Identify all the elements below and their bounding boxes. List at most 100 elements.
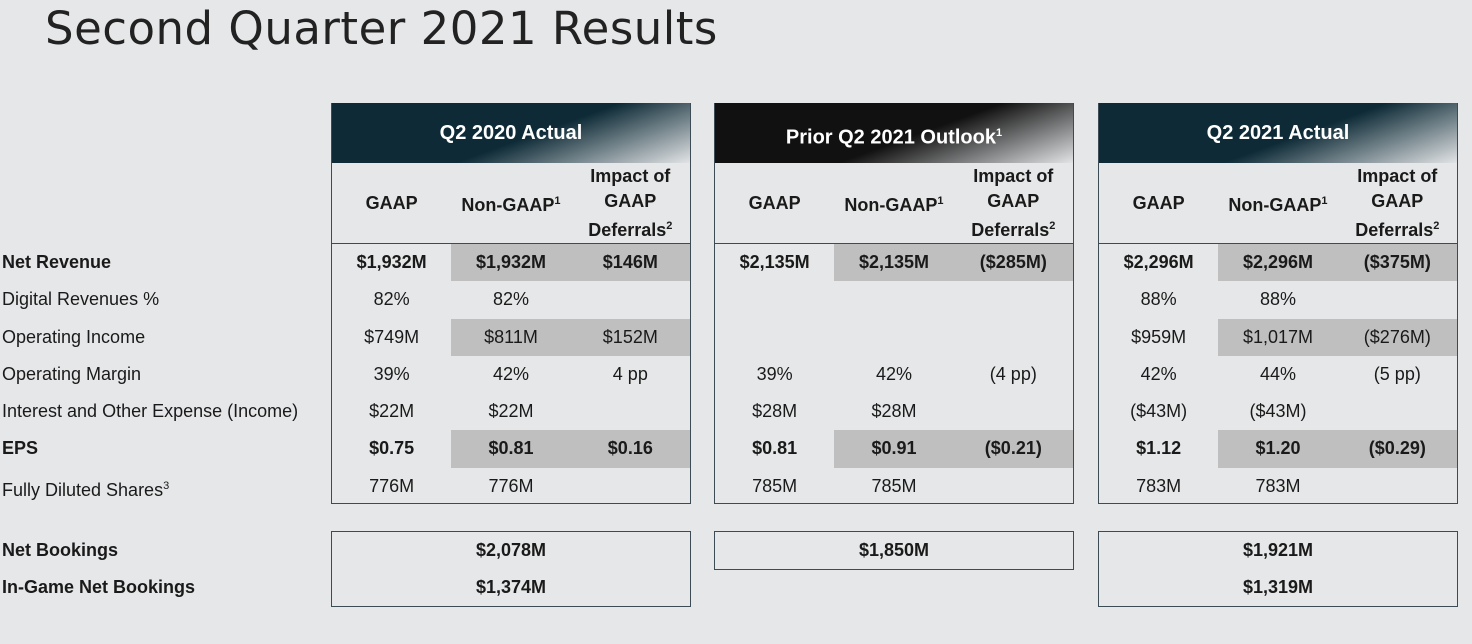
bookings-value: $1,850M (858, 540, 930, 560)
row-label: Operating Income (2, 319, 332, 356)
row-label-text: Operating Income (2, 326, 146, 347)
table-cell (834, 319, 953, 356)
table-cell: $28M (871, 401, 917, 422)
panel-header: Prior Q2 2021 Outlook1 (715, 103, 1073, 163)
table-cell: $2,296M (1218, 244, 1338, 282)
table-cell: ($375M) (1337, 244, 1457, 282)
table-cell: 783M (1255, 475, 1301, 496)
table-cell: 88% (1259, 289, 1296, 310)
column-headers: GAAP Non-GAAP1 Impact of GAAP Deferrals2 (332, 163, 690, 244)
table-cell: (4 pp) (989, 363, 1037, 384)
footnote-marker: 1 (937, 194, 944, 207)
row-label: EPS (2, 430, 332, 467)
table-cell: ($43M) (1130, 401, 1188, 422)
table-cell: 88% (1140, 289, 1177, 310)
col-header-impact: Impact of GAAP Deferrals2 (1338, 163, 1457, 243)
table-row (715, 319, 1073, 356)
table-cell (954, 281, 1073, 318)
panel-title: Prior Q2 2021 Outlook (785, 126, 996, 149)
panel-header: Q2 2020 Actual (332, 103, 690, 163)
results-panel: Q2 2020 Actual GAAP Non-GAAP1 Impact of … (331, 103, 691, 504)
row-label: Fully Diluted Shares3 (2, 468, 332, 505)
bookings-value: $1,319M (1242, 577, 1314, 597)
column-headers: GAAP Non-GAAP1 Impact of GAAP Deferrals2 (1099, 163, 1457, 244)
table-cell: $1.20 (1218, 430, 1338, 468)
table-cell: $28M (752, 401, 798, 422)
booking-labels: Net Bookings In-Game Net Bookings (2, 532, 195, 606)
table-cell: 42% (875, 363, 912, 384)
footnote-marker: 3 (163, 479, 170, 492)
table-cell: 4 pp (612, 363, 648, 384)
bookings-box: $2,078M $1,374M (331, 531, 691, 607)
bookings-value: $2,078M (475, 540, 547, 560)
table-cell (1338, 393, 1457, 430)
col-header-impact: Impact of GAAP Deferrals2 (571, 163, 690, 243)
table-cell (954, 393, 1073, 430)
table-cell: 39% (373, 363, 410, 384)
table-row: 783M 783M (1099, 468, 1457, 505)
table-cell (571, 281, 690, 318)
table-row: 88% 88% (1099, 281, 1457, 318)
table-row: $749M $811M $152M (332, 318, 690, 356)
row-labels: Net Revenue Digital Revenues % Operating I… (2, 244, 332, 505)
row-label: Net Revenue (2, 244, 332, 281)
col-header-gaap: GAAP (1099, 163, 1218, 243)
row-label: Operating Margin (2, 356, 332, 393)
table-cell (834, 281, 953, 318)
table-cell: $1,932M (451, 244, 571, 282)
table-cell: ($0.21) (953, 430, 1073, 468)
row-label-text: Net Revenue (2, 252, 112, 272)
page-title: Second Quarter 2021 Results (45, 2, 718, 55)
table-cell: $2,135M (834, 244, 954, 282)
table-row: 42% 44% (5 pp) (1099, 356, 1457, 393)
table-row: 82% 82% (332, 281, 690, 318)
footnote-marker: 2 (666, 219, 673, 232)
col-header-text: Impact of GAAP Deferrals (1355, 165, 1438, 240)
results-panel: Q2 2021 Actual GAAP Non-GAAP1 Impact of … (1098, 103, 1458, 504)
table-cell: $1,932M (356, 252, 427, 272)
bookings-box: $1,850M (714, 531, 1074, 570)
col-header-nongaap: Non-GAAP1 (1218, 163, 1337, 243)
table-cell (1338, 281, 1457, 318)
table-row: 39% 42% (4 pp) (715, 356, 1073, 393)
table-cell: $0.91 (834, 430, 954, 468)
col-header-impact: Impact of GAAP Deferrals2 (954, 163, 1073, 243)
footnote-marker: 1 (554, 194, 561, 207)
col-header-text: Non-GAAP (844, 194, 938, 215)
table-cell (954, 468, 1073, 505)
table-cell (1338, 468, 1457, 505)
table-cell: $22M (369, 401, 415, 422)
table-cell: ($285M) (953, 244, 1073, 282)
bookings-box: $1,921M $1,319M (1098, 531, 1458, 607)
booking-label: In-Game Net Bookings (2, 577, 196, 597)
table-cell: $1.12 (1136, 438, 1182, 459)
table-cell: 42% (492, 363, 529, 384)
table-row: 776M 776M (332, 468, 690, 505)
table-row: $959M $1,017M ($276M) (1099, 318, 1457, 356)
table-row: 39% 42% 4 pp (332, 356, 690, 393)
table-cell: 44% (1259, 363, 1296, 384)
table-cell: 39% (756, 363, 793, 384)
table-cell: $22M (488, 401, 534, 422)
column-headers: GAAP Non-GAAP1 Impact of GAAP Deferrals2 (715, 163, 1073, 244)
table-cell: $1,017M (1218, 318, 1338, 356)
row-label-text: Digital Revenues % (2, 289, 160, 310)
table-cell: 776M (369, 475, 415, 496)
table-cell: $811M (451, 318, 571, 356)
table-cell (954, 319, 1073, 356)
panel-header: Q2 2021 Actual (1099, 103, 1457, 163)
table-row: 785M 785M (715, 468, 1073, 505)
table-cell: 783M (1136, 475, 1182, 496)
col-header-text: Non-GAAP (461, 194, 555, 215)
row-label-text: Operating Margin (2, 363, 142, 384)
col-header-nongaap: Non-GAAP1 (451, 163, 570, 243)
table-cell: ($276M) (1337, 318, 1457, 356)
table-row: $22M $22M (332, 393, 690, 430)
panel-title: Q2 2021 Actual (1206, 122, 1350, 144)
table-cell: $0.75 (369, 438, 415, 459)
table-cell: $0.16 (570, 430, 690, 468)
table-cell: ($43M) (1249, 401, 1307, 422)
panel-title: Q2 2020 Actual (439, 122, 583, 144)
table-cell (715, 281, 834, 318)
table-row: ($43M) ($43M) (1099, 393, 1457, 430)
